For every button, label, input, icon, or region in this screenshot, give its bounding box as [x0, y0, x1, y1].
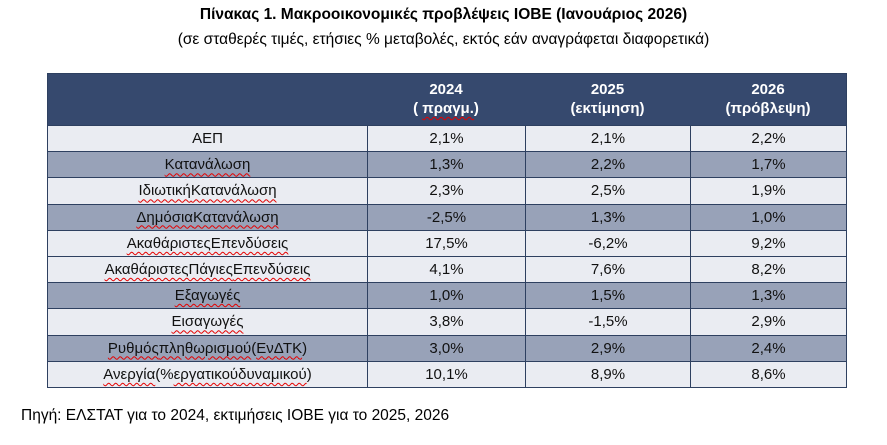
row-label: ΑΕΠ — [192, 130, 223, 148]
value-2024: -2,5% — [367, 204, 525, 230]
table-row-inflation: Ρυθμός πληθωρισμού (ΕνΔΤΚ) 3,0% 2,9% 2,4… — [48, 334, 846, 361]
value-2026: 1,7% — [690, 152, 846, 178]
header-sublabel-2026: (πρόβλεψη) — [725, 100, 811, 117]
row-label: Κατανάλωση — [164, 156, 251, 174]
header-sublabel-2024: ( πραγμ.) — [413, 100, 479, 117]
value-2025: 2,5% — [525, 178, 690, 204]
value-2026: 1,0% — [690, 204, 846, 230]
page-title: Πίνακας 1. Μακροοικονομικές προβλέψεις Ι… — [199, 6, 688, 23]
header-year-2024: 2024 — [429, 80, 463, 98]
header-year-2026: 2026 — [751, 80, 785, 98]
table-row-gross-investment: Ακαθάριστες Επενδύσεις 17,5% -6,2% 9,2% — [48, 229, 846, 256]
value-2025: 2,9% — [525, 335, 690, 361]
table-header-row: 2024 ( πραγμ.) 2025 (εκτίμηση) 2026 (πρό… — [48, 74, 846, 125]
header-indicator-column — [48, 74, 367, 125]
row-label: Εξαγωγές — [174, 287, 241, 305]
value-2026: 2,4% — [690, 335, 846, 361]
table-row-gross-fixed-investment: Ακαθάριστες Πάγιες Επενδύσεις 4,1% 7,6% … — [48, 255, 846, 283]
value-2024: 17,5% — [367, 230, 525, 256]
header-year-2025: 2025 — [590, 80, 625, 98]
value-2025: 2,2% — [525, 152, 690, 178]
value-2026: 8,2% — [690, 256, 846, 283]
value-2024: 1,3% — [367, 152, 525, 178]
row-label: Εισαγωγές — [171, 313, 244, 331]
value-2024: 3,8% — [367, 309, 525, 335]
table-row-gdp: ΑΕΠ 2,1% 2,1% 2,2% — [48, 125, 846, 152]
value-2024: 2,1% — [367, 126, 525, 152]
value-2024: 2,3% — [367, 178, 525, 204]
value-2026: 1,3% — [690, 283, 846, 309]
header-2026: 2026 (πρόβλεψη) — [690, 74, 846, 125]
value-2026: 2,2% — [690, 126, 846, 152]
value-2025: 7,6% — [525, 256, 690, 283]
value-2025: 2,1% — [525, 126, 690, 152]
table-row-unemployment: Ανεργία (% εργατικού δυναμικού) 10,1% 8,… — [48, 360, 846, 387]
value-2025: -1,5% — [525, 309, 690, 335]
value-2026: 1,9% — [690, 178, 846, 204]
row-label: Ιδιωτική Κατανάλωση — [138, 182, 277, 200]
table-row-imports: Εισαγωγές 3,8% -1,5% 2,9% — [48, 308, 846, 335]
table-row-private-consumption: Ιδιωτική Κατανάλωση 2,3% 2,5% 1,9% — [48, 177, 846, 204]
value-2026: 9,2% — [690, 230, 846, 256]
source-note: Πηγή: ΕΛΣΤΑΤ για το 2024, εκτιμήσεις ΙΟΒ… — [21, 407, 450, 424]
header-2024: 2024 ( πραγμ.) — [367, 74, 525, 125]
value-2024: 10,1% — [367, 361, 525, 387]
header-sublabel-2025: (εκτίμηση) — [570, 100, 645, 117]
table-row-exports: Εξαγωγές 1,0% 1,5% 1,3% — [48, 282, 846, 309]
row-label: Ρυθμός πληθωρισμού (ΕνΔΤΚ) — [107, 339, 308, 357]
value-2026: 2,9% — [690, 309, 846, 335]
row-label: Ακαθάριστες Επενδύσεις — [126, 234, 289, 252]
value-2025: 1,5% — [525, 283, 690, 309]
value-2024: 1,0% — [367, 283, 525, 309]
row-label: Ανεργία (% εργατικού δυναμικού) — [103, 365, 312, 383]
value-2024: 4,1% — [367, 256, 525, 283]
row-label: Δημόσια Κατανάλωση — [136, 208, 279, 226]
value-2024: 3,0% — [367, 335, 525, 361]
page-subtitle: (σε σταθερές τιμές, ετήσιες % μεταβολές,… — [177, 31, 710, 48]
table-row-consumption: Κατανάλωση 1,3% 2,2% 1,7% — [48, 151, 846, 178]
value-2026: 8,6% — [690, 361, 846, 387]
header-2025: 2025 (εκτίμηση) — [525, 74, 690, 125]
value-2025: 1,3% — [525, 204, 690, 230]
row-label: Ακαθάριστες Πάγιες Επενδύσεις — [104, 261, 311, 279]
table-row-public-consumption: Δημόσια Κατανάλωση -2,5% 1,3% 1,0% — [48, 203, 846, 230]
value-2025: -6,2% — [525, 230, 690, 256]
forecast-table: 2024 ( πραγμ.) 2025 (εκτίμηση) 2026 (πρό… — [47, 73, 847, 388]
value-2025: 8,9% — [525, 361, 690, 387]
